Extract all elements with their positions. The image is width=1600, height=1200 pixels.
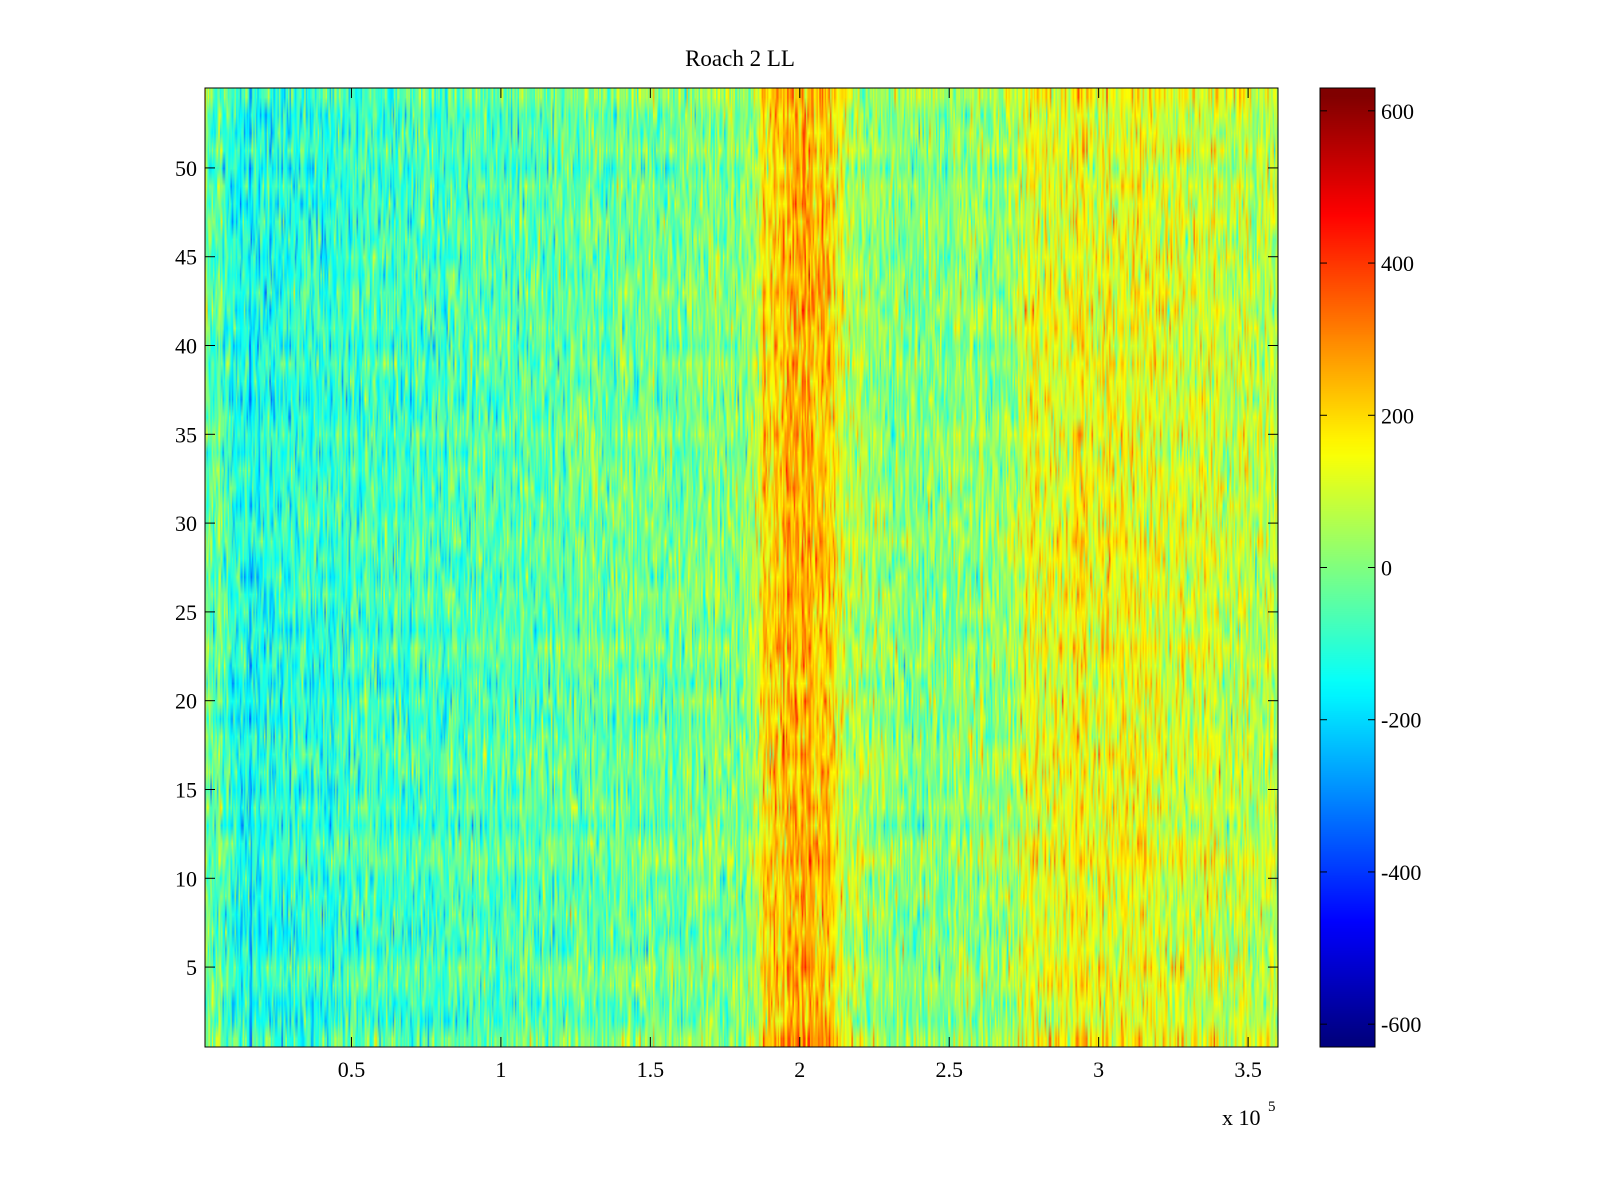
x-multiplier: x 10 5 bbox=[1222, 1099, 1276, 1130]
colorbar-tick-label: -600 bbox=[1381, 1012, 1421, 1037]
colorbar-tick-label: 200 bbox=[1381, 403, 1414, 428]
x-tick-label: 2.5 bbox=[935, 1057, 963, 1082]
x-tick-label: 2 bbox=[794, 1057, 805, 1082]
heatmap-area bbox=[204, 87, 1279, 1048]
colorbar-tick-label: 0 bbox=[1381, 556, 1392, 581]
y-tick-label: 50 bbox=[175, 156, 197, 181]
colorbar-tick-label: 400 bbox=[1381, 251, 1414, 276]
y-tick-label: 15 bbox=[175, 777, 197, 802]
y-tick-label: 35 bbox=[175, 422, 197, 447]
x-tick-label: 3 bbox=[1093, 1057, 1104, 1082]
y-tick-label: 5 bbox=[186, 955, 197, 980]
chart-title: Roach 2 LL bbox=[685, 46, 795, 71]
y-tick-label: 20 bbox=[175, 689, 197, 714]
colorbar: 600 400 200 0 -200 -400 -600 bbox=[1319, 87, 1421, 1048]
x-axis: 0.5 1 1.5 2 2.5 3 3.5 bbox=[338, 88, 1262, 1082]
plot-frame bbox=[204, 87, 1279, 1048]
x-tick-label: 1 bbox=[495, 1057, 506, 1082]
y-tick-label: 25 bbox=[175, 600, 197, 625]
colorbar-tick-label: 600 bbox=[1381, 99, 1414, 124]
y-axis: 5 10 15 20 25 30 35 40 45 50 bbox=[175, 156, 1278, 980]
y-tick-label: 40 bbox=[175, 334, 197, 359]
x-tick-label: 0.5 bbox=[338, 1057, 366, 1082]
x-tick-label: 3.5 bbox=[1234, 1057, 1262, 1082]
y-tick-label: 45 bbox=[175, 245, 197, 270]
colorbar-tick-label: -200 bbox=[1381, 708, 1421, 733]
x-multiplier-base: x 10 bbox=[1222, 1105, 1261, 1130]
x-multiplier-exponent: 5 bbox=[1268, 1099, 1276, 1115]
colorbar-gradient bbox=[1320, 88, 1375, 1047]
colorbar-ticks: 600 400 200 0 -200 -400 -600 bbox=[1320, 99, 1421, 1037]
y-tick-label: 10 bbox=[175, 866, 197, 891]
colorbar-tick-label: -400 bbox=[1381, 860, 1421, 885]
x-tick-label: 1.5 bbox=[637, 1057, 665, 1082]
heatmap-image bbox=[205, 88, 1278, 1047]
y-tick-label: 30 bbox=[175, 511, 197, 536]
